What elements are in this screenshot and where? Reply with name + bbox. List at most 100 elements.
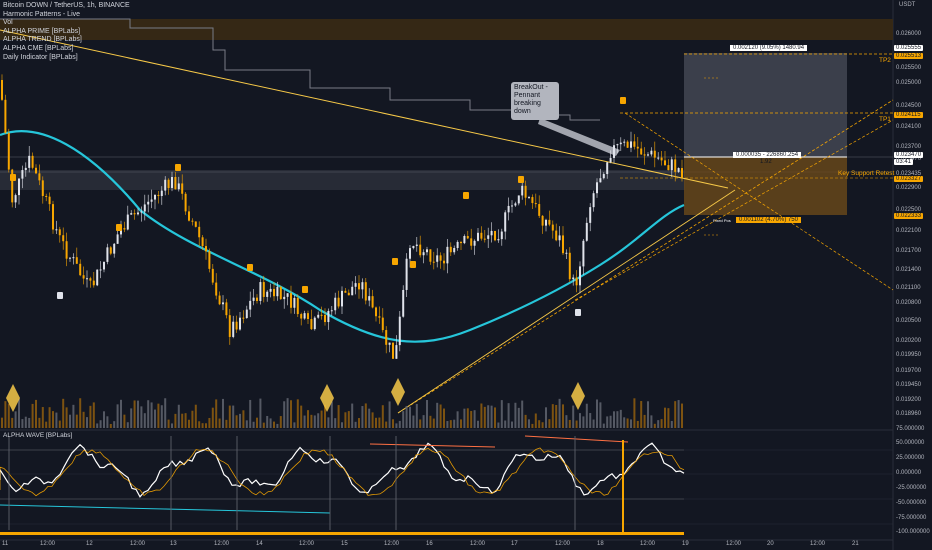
- candle-body: [636, 146, 639, 149]
- volume-bar: [205, 423, 207, 428]
- candle-body: [558, 235, 561, 241]
- candle-body: [623, 141, 626, 143]
- candle-body: [337, 297, 340, 307]
- volume-bar: [429, 415, 432, 428]
- target-info-box[interactable]: 0.002120 (9.05%) 1480.94: [730, 45, 808, 51]
- volume-bar: [106, 416, 109, 428]
- candle-body: [164, 179, 167, 191]
- volume-bar: [160, 405, 163, 428]
- indicator-alpha-cme[interactable]: ALPHA CME [BPLabs]: [3, 44, 74, 52]
- candle-body: [630, 141, 632, 148]
- price-marker-label: 0.025513: [894, 53, 924, 59]
- candle-body: [232, 321, 235, 337]
- tp2-label: TP2: [879, 57, 891, 64]
- candle-body: [443, 260, 445, 264]
- candle-body: [419, 244, 422, 256]
- time-tick-label: 18: [597, 541, 604, 547]
- volume-bar: [443, 408, 445, 428]
- volume-bar: [55, 412, 58, 428]
- volume-bar: [521, 400, 524, 428]
- osc-tick-label: 25.000000: [896, 455, 925, 461]
- volume-bar: [324, 404, 326, 428]
- candle-body: [249, 300, 252, 310]
- candle-body: [245, 309, 248, 319]
- time-axis[interactable]: 11 12:00 12 12:00 13 12:00 14 12:00 15 12:00 16 12:…: [0, 540, 893, 550]
- price-marker-label: 0.024115: [894, 112, 923, 118]
- candle-body: [500, 231, 503, 240]
- volume-bar: [514, 402, 517, 428]
- ascending-trendline-2: [574, 119, 894, 301]
- indicator-vol[interactable]: Vol: [3, 19, 13, 27]
- volume-bar: [96, 423, 99, 428]
- volume-bar: [177, 404, 180, 428]
- entry-info-box[interactable]: 0.000035 - 226860.254: [733, 152, 802, 158]
- osc-tick-label: -25.000000: [896, 485, 927, 491]
- volume-bar: [38, 417, 41, 428]
- candle-body: [307, 313, 309, 320]
- volume-bar: [120, 399, 122, 428]
- price-axis[interactable]: 0.026000 0.025500 0.025000 0.024500 0.024100…: [893, 0, 932, 430]
- candle-body: [218, 295, 221, 305]
- volume-bar: [449, 420, 452, 428]
- candle-body: [283, 296, 286, 300]
- candle-body: [477, 232, 479, 241]
- price-tick-label: 0.025000: [896, 80, 922, 86]
- stop-info-box[interactable]: 0.001102 (4.70%) 750: [736, 217, 801, 223]
- volume-bar: [677, 400, 680, 428]
- candle-body: [300, 314, 303, 319]
- indicator-harmonic[interactable]: Harmonic Patterns - Live: [3, 10, 81, 18]
- volume-bar: [548, 419, 551, 428]
- volume-bar: [368, 408, 371, 428]
- candle-body: [174, 177, 177, 190]
- candle-body: [143, 204, 146, 212]
- volume-bar: [48, 407, 51, 428]
- price-tick-label: 0.023435: [896, 171, 922, 177]
- oscillator-title[interactable]: ALPHA WAVE [BPLabs]: [3, 432, 73, 439]
- price-marker-label: 0.025555: [894, 45, 924, 51]
- candle-body: [137, 212, 139, 215]
- volume-bar: [460, 419, 462, 428]
- candle-body: [575, 277, 578, 286]
- candle-body: [388, 342, 391, 345]
- candle-body: [504, 212, 507, 232]
- volume-bar: [602, 423, 605, 428]
- candle-body: [599, 178, 602, 183]
- volume-bar: [28, 417, 31, 428]
- volume-bar: [670, 420, 673, 428]
- candle-body: [120, 228, 122, 235]
- volume-bar: [113, 421, 116, 428]
- candle-body: [28, 155, 31, 168]
- volume-bar: [616, 411, 619, 428]
- indicator-alpha-prime[interactable]: ALPHA PRIME [BPLabs]: [3, 27, 81, 35]
- volume-bar: [395, 423, 398, 428]
- candle-body: [412, 245, 415, 249]
- volume-bar: [310, 414, 313, 428]
- volume-bar: [273, 421, 275, 428]
- time-tick-label: 17: [511, 541, 518, 547]
- indicator-daily[interactable]: Daily Indicator [BPLabs]: [3, 53, 78, 61]
- moving-average: [0, 130, 685, 343]
- volume-bar: [147, 400, 150, 428]
- oscillator-axis[interactable]: 75.000000 50.000000 25.000000 0.000000 -25.0…: [893, 426, 932, 540]
- volume-bar: [293, 422, 296, 428]
- candle-body: [184, 193, 187, 212]
- candle-body: [313, 317, 316, 330]
- volume-bar: [381, 405, 384, 428]
- breakout-callout[interactable]: BreakOut - Pennant breaking down: [511, 82, 559, 120]
- candle-body: [565, 252, 568, 254]
- candle-body: [273, 288, 275, 297]
- indicator-alpha-trend[interactable]: ALPHA TREND [BPLabs]: [3, 36, 82, 44]
- volume-bar: [436, 402, 439, 428]
- volume-bar: [568, 419, 571, 428]
- candle-body: [334, 297, 337, 311]
- price-tick-label: 0.022900: [896, 185, 922, 191]
- symbol-title[interactable]: Bitcoin DOWN / TetherUS, 1h, BINANCE: [3, 2, 130, 9]
- candle-body: [640, 148, 643, 155]
- candle-body: [545, 219, 547, 226]
- time-tick-label: 13: [170, 541, 177, 547]
- candle-body: [572, 277, 575, 280]
- price-tick-label: 0.022100: [896, 228, 922, 234]
- volume-bar: [606, 416, 609, 428]
- osc-tick-label: 75.000000: [896, 426, 925, 432]
